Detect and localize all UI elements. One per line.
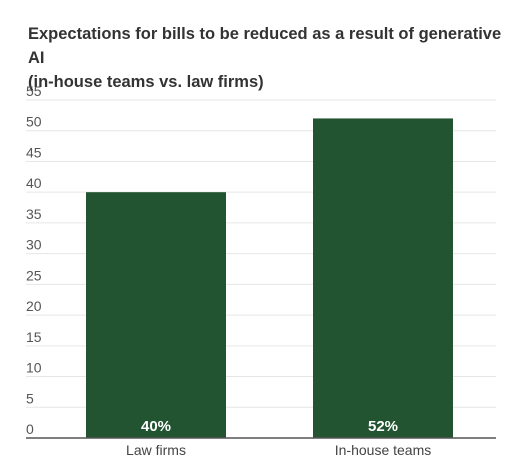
data-label: 40% <box>141 418 171 435</box>
y-tick-label: 35 <box>26 206 42 222</box>
y-axis-ticks: 0 5 10 15 20 25 30 35 40 45 50 55 <box>26 83 42 437</box>
y-tick-label: 0 <box>26 421 34 437</box>
chart-title-line-1: Expectations for bills to be reduced as … <box>28 25 502 67</box>
chart-title: Expectations for bills to be reduced as … <box>28 22 518 94</box>
y-tick-label: 15 <box>26 329 42 345</box>
data-label: 52% <box>368 418 398 435</box>
bar <box>86 192 226 438</box>
y-tick-label: 30 <box>26 237 42 253</box>
y-tick-label: 40 <box>26 175 42 191</box>
y-tick-label: 25 <box>26 267 42 283</box>
chart-title-line-2: (in-house teams vs. law firms) <box>28 73 264 91</box>
bar <box>313 118 453 438</box>
y-tick-label: 45 <box>26 144 42 160</box>
y-tick-label: 10 <box>26 360 42 376</box>
x-category-label: Law firms <box>126 442 186 458</box>
y-tick-label: 20 <box>26 298 42 314</box>
y-tick-label: 5 <box>26 390 34 406</box>
y-tick-label: 55 <box>26 83 42 99</box>
y-tick-label: 50 <box>26 114 42 130</box>
x-axis: Law firms In-house teams <box>26 437 496 458</box>
x-category-label: In-house teams <box>335 442 432 458</box>
bars: 40% 52% <box>86 118 453 438</box>
